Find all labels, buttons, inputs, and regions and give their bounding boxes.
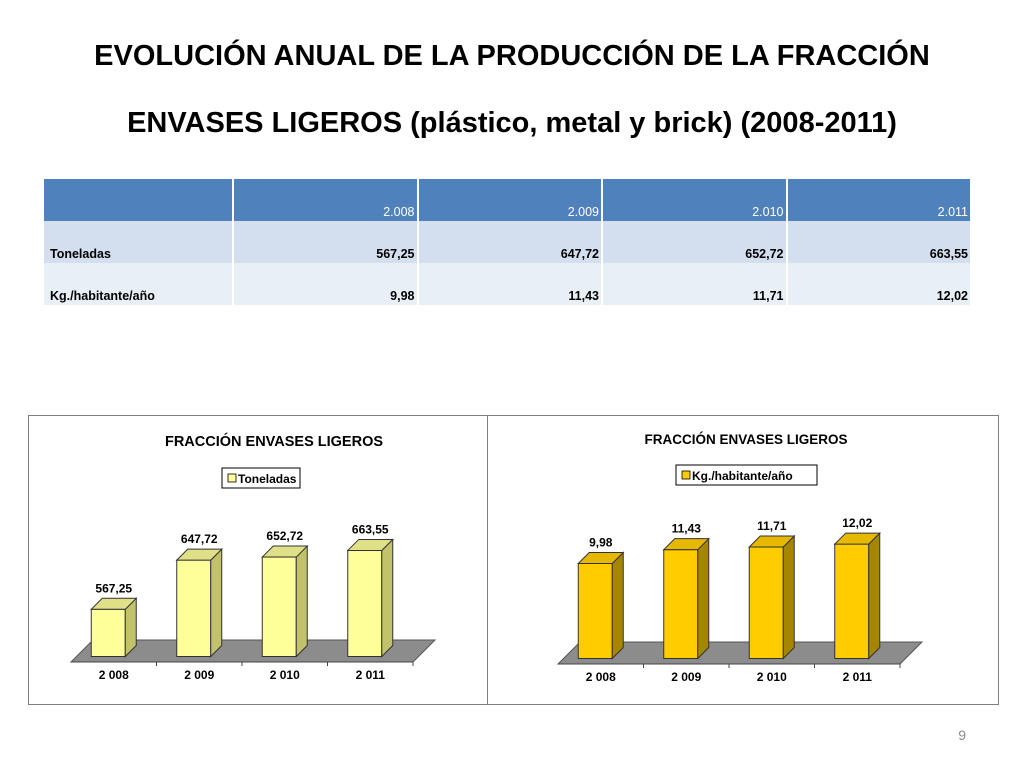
table-cell: 11,43 bbox=[417, 263, 603, 305]
chart-legend: Toneladas bbox=[221, 467, 301, 489]
x-tick-label: 2 010 bbox=[270, 668, 300, 682]
table-row: Kg./habitante/año 9,98 11,43 11,71 12,02 bbox=[44, 263, 972, 305]
bar-front bbox=[663, 549, 699, 659]
x-tick-label: 2 008 bbox=[99, 668, 129, 682]
legend-label: Toneladas bbox=[238, 472, 297, 486]
bar: 11,43 bbox=[662, 522, 710, 660]
bar-side bbox=[210, 547, 223, 658]
table-header-cell: 2.010 bbox=[602, 179, 788, 221]
bar-side bbox=[295, 544, 308, 658]
bar-top bbox=[261, 545, 309, 558]
bar-top bbox=[748, 535, 796, 548]
bar-front bbox=[577, 562, 613, 659]
bar: 652,72 bbox=[261, 529, 309, 658]
bar-side bbox=[697, 537, 710, 660]
chart-toneladas-svg: FRACCIÓN ENVASES LIGEROS Toneladas 567,25 2… bbox=[69, 432, 437, 682]
slide-title-line1: EVOLUCIÓN ANUAL DE LA PRODUCCIÓN DE LA F… bbox=[94, 40, 930, 72]
bar-side bbox=[782, 534, 795, 660]
x-tick-label: 2 008 bbox=[586, 670, 616, 684]
legend-box bbox=[675, 464, 818, 486]
data-label: 9,98 bbox=[589, 535, 613, 549]
bar: 567,25 bbox=[90, 581, 138, 658]
slide-title-line2: ENVASES LIGEROS (plástico, metal y brick… bbox=[127, 107, 897, 139]
bar-top bbox=[90, 597, 138, 610]
table-cell: 9,98 bbox=[233, 263, 419, 305]
bar-top bbox=[346, 538, 394, 551]
table-header-cell: 2.011 bbox=[786, 179, 972, 221]
legend-swatch bbox=[681, 470, 691, 480]
x-tick-label: 2 011 bbox=[356, 668, 386, 682]
data-label: 11,43 bbox=[672, 522, 702, 536]
bar-side bbox=[611, 551, 624, 660]
data-label: 12,02 bbox=[842, 516, 872, 530]
chart-title: FRACCIÓN ENVASES LIGEROS bbox=[165, 432, 383, 450]
legend-label: Kg./habitante/año bbox=[692, 469, 793, 483]
table-cell: 12,02 bbox=[786, 263, 972, 305]
bar-top bbox=[175, 548, 223, 561]
table-cell: 652,72 bbox=[602, 221, 788, 263]
row-label: Kg./habitante/año bbox=[44, 263, 234, 305]
bar-top bbox=[662, 538, 710, 551]
data-label: 567,25 bbox=[95, 581, 132, 595]
table-header-row: 2.008 2.009 2.010 2.011 bbox=[44, 179, 972, 221]
bar-side bbox=[868, 531, 881, 660]
bar-front bbox=[834, 543, 870, 659]
table-row: Toneladas 567,25 647,72 652,72 663,55 bbox=[44, 221, 972, 263]
chart-kg-habitante-svg: FRACCIÓN ENVASES LIGEROS Kg./habitante/añ… bbox=[556, 432, 924, 684]
table-header-cell: 2.008 bbox=[233, 179, 419, 221]
bar-front bbox=[748, 546, 784, 659]
page-number: 9 bbox=[958, 727, 966, 743]
data-table: 2.008 2.009 2.010 2.011 Toneladas 567,25… bbox=[44, 179, 972, 305]
bar: 11,71 bbox=[748, 519, 796, 660]
chart-legend: Kg./habitante/año bbox=[675, 464, 818, 486]
x-tick-label: 2 011 bbox=[843, 670, 873, 684]
legend-box bbox=[221, 467, 301, 489]
data-label: 11,71 bbox=[757, 519, 787, 533]
table-header-cell: 2.009 bbox=[417, 179, 603, 221]
bar-side bbox=[381, 538, 394, 658]
legend-swatch bbox=[227, 473, 237, 483]
bar: 663,55 bbox=[346, 522, 394, 658]
table-cell: 663,55 bbox=[786, 221, 972, 263]
data-label: 663,55 bbox=[352, 522, 389, 536]
chart-title: FRACCIÓN ENVASES LIGEROS bbox=[644, 432, 847, 447]
data-label: 652,72 bbox=[266, 529, 303, 543]
bar: 9,98 bbox=[577, 535, 625, 660]
table-header-cell bbox=[44, 179, 234, 221]
chart-toneladas: FRACCIÓN ENVASES LIGEROS Toneladas 567,25 2… bbox=[28, 415, 538, 705]
row-label: Toneladas bbox=[44, 221, 234, 263]
bar-front bbox=[176, 559, 212, 657]
data-label: 647,72 bbox=[181, 532, 218, 546]
x-tick-label: 2 010 bbox=[757, 670, 787, 684]
x-tick-label: 2 009 bbox=[184, 668, 214, 682]
bar-front bbox=[90, 608, 126, 658]
bar-front bbox=[347, 549, 383, 657]
bar: 647,72 bbox=[175, 532, 223, 658]
chart-kg-habitante: FRACCIÓN ENVASES LIGEROS Kg./habitante/añ… bbox=[487, 415, 999, 705]
bar: 12,02 bbox=[833, 516, 881, 660]
bar-top bbox=[833, 532, 881, 545]
table-cell: 11,71 bbox=[602, 263, 788, 305]
bar-top bbox=[577, 551, 625, 564]
table-cell: 647,72 bbox=[417, 221, 603, 263]
x-tick-label: 2 009 bbox=[671, 670, 701, 684]
bar-front bbox=[261, 556, 297, 657]
table-cell: 567,25 bbox=[233, 221, 419, 263]
